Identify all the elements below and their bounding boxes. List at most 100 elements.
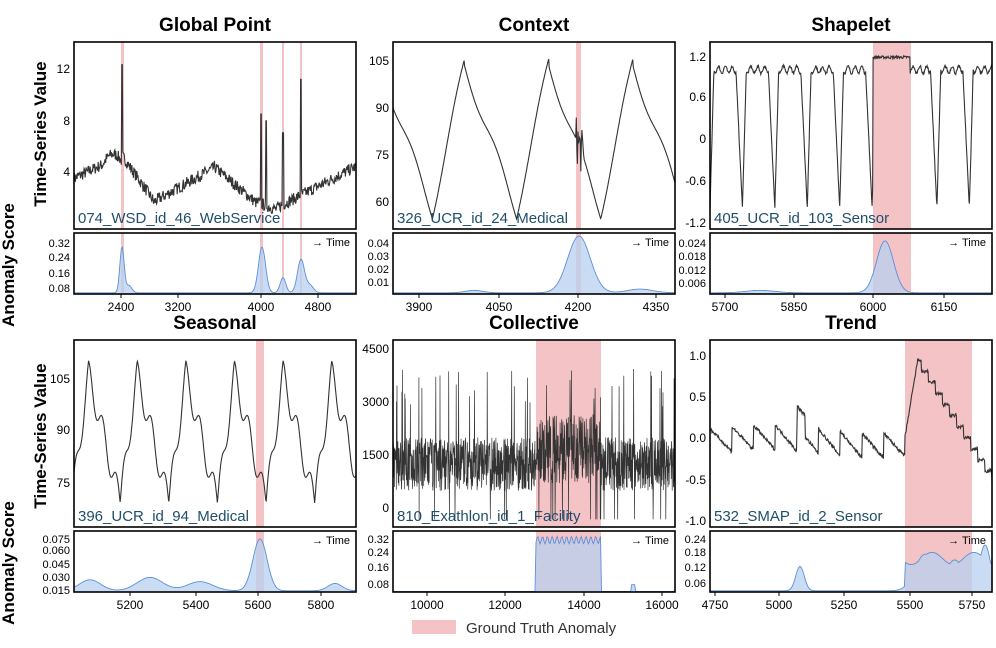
panel-4: Seasonal 396_UCR_id_94_Medical → Time 105 90… — [42, 313, 357, 612]
y-tick-label: 1.2 — [689, 50, 706, 64]
series-frame — [73, 41, 357, 230]
y-axis-title-top-row-2: Time-Series Value — [31, 363, 50, 508]
anomaly-band — [873, 42, 911, 229]
score-tick-label: 0.015 — [42, 585, 70, 597]
y-tick-label: 90 — [376, 101, 390, 115]
y-tick-label: 4500 — [362, 342, 389, 356]
y-tick-label: 1.0 — [689, 349, 706, 363]
panel-5: Collective 810_Exathlon_id_1_Facility → Ti… — [362, 313, 679, 612]
dataset-label: 074_WSD_id_46_WebService — [78, 210, 280, 227]
score-tick-label: 0.08 — [49, 283, 70, 295]
x-tick-label: 5700 — [712, 300, 739, 314]
y-tick-label: 90 — [57, 423, 71, 437]
y-tick-label: 0 — [382, 501, 389, 515]
score-tick-label: 0.012 — [678, 265, 706, 277]
x-tick-label: 2400 — [108, 300, 135, 314]
score-tick-label: 0.06 — [685, 578, 706, 590]
x-tick-label: 4350 — [643, 300, 670, 314]
series-frame — [392, 41, 676, 230]
anomaly-score-area — [710, 240, 992, 294]
series-frame — [709, 41, 993, 230]
time-label: → Time — [948, 237, 986, 249]
y-tick-label: -0.6 — [685, 174, 706, 188]
y-tick-label: 0.5 — [689, 390, 706, 404]
score-frame — [73, 530, 357, 593]
score-tick-label: 0.16 — [49, 268, 70, 280]
score-tick-label: 0.075 — [42, 534, 70, 546]
series-frame — [709, 339, 993, 528]
y-axis-title-score-row-2: Anomaly Score — [0, 501, 18, 625]
score-frame — [709, 232, 993, 295]
dataset-label: 532_SMAP_id_2_Sensor — [714, 508, 882, 525]
dataset-label: 405_UCR_id_103_Sensor — [714, 210, 889, 227]
panel-title: Seasonal — [173, 313, 256, 334]
x-tick-label: 4800 — [305, 300, 332, 314]
time-label: → Time — [948, 535, 986, 547]
x-tick-label: 6000 — [860, 300, 887, 314]
x-tick-label: 5400 — [183, 598, 210, 612]
x-tick-label: 5750 — [959, 598, 986, 612]
series-line — [710, 358, 992, 483]
y-axis-title-top-row-1: Time-Series Value — [31, 61, 50, 206]
dataset-label: 326_UCR_id_24_Medical — [397, 210, 568, 227]
score-tick-label: 0.03 — [368, 251, 389, 263]
score-tick-label: 0.16 — [368, 562, 389, 574]
score-tick-label: 0.24 — [368, 547, 389, 559]
anomaly-score-area — [74, 538, 356, 592]
legend-swatch — [412, 620, 456, 634]
score-frame — [709, 530, 993, 593]
x-tick-label: 4000 — [248, 300, 275, 314]
time-label: → Time — [631, 237, 669, 249]
series-line — [393, 368, 675, 520]
score-tick-label: 0.18 — [685, 547, 706, 559]
x-tick-label: 14000 — [567, 598, 601, 612]
time-label: → Time — [312, 535, 350, 547]
x-tick-label: 4750 — [702, 598, 729, 612]
x-tick-label: 5250 — [831, 598, 858, 612]
dataset-label: 396_UCR_id_94_Medical — [78, 508, 249, 525]
score-tick-label: 0.08 — [368, 579, 389, 591]
x-tick-label: 5200 — [117, 598, 144, 612]
x-tick-label: 4200 — [565, 300, 592, 314]
series-frame — [73, 339, 357, 528]
y-tick-label: 105 — [50, 372, 70, 386]
anomaly-band — [256, 340, 264, 527]
panel-title: Context — [499, 15, 570, 36]
y-tick-label: 0.0 — [689, 431, 706, 445]
x-tick-label: 4050 — [486, 300, 513, 314]
x-tick-label: 16000 — [645, 598, 679, 612]
score-tick-label: 0.006 — [678, 278, 706, 290]
y-tick-label: 60 — [376, 195, 390, 209]
panel-6: Trend 532_SMAP_id_2_Sensor → Time 1.0 0.5 0.0… — [685, 313, 993, 612]
series-line — [74, 64, 356, 214]
score-tick-label: 0.01 — [368, 277, 389, 289]
score-frame — [73, 232, 357, 295]
anomaly-score-area — [710, 544, 992, 592]
score-frame — [392, 232, 676, 295]
y-tick-label: -1.0 — [685, 514, 706, 528]
y-tick-label: 75 — [376, 148, 390, 162]
score-tick-label: 0.04 — [368, 238, 389, 250]
y-tick-label: 0 — [699, 132, 706, 146]
y-tick-label: 1500 — [362, 448, 389, 462]
score-frame — [392, 530, 676, 593]
x-tick-label: 6150 — [931, 300, 958, 314]
x-tick-label: 5600 — [245, 598, 272, 612]
anomaly-band-score — [282, 233, 284, 294]
legend-label: Ground Truth Anomaly — [466, 620, 617, 637]
anomaly-band — [905, 340, 972, 527]
score-tick-label: 0.12 — [685, 562, 706, 574]
y-axis-title-score-row-1: Anomaly Score — [0, 203, 18, 327]
score-tick-label: 0.018 — [678, 251, 706, 263]
panels: Global Point 074_WSD_id_46_WebService → Ti… — [42, 15, 993, 612]
panel-title: Collective — [489, 313, 579, 334]
y-tick-label: 0.6 — [689, 90, 706, 104]
x-tick-label: 3900 — [406, 300, 433, 314]
panel-title: Global Point — [159, 15, 272, 36]
anomaly-score-area — [74, 245, 356, 294]
y-tick-label: 75 — [57, 476, 71, 490]
y-tick-label: 105 — [369, 54, 389, 68]
x-tick-label: 12000 — [488, 598, 522, 612]
panel-title: Trend — [825, 313, 877, 334]
